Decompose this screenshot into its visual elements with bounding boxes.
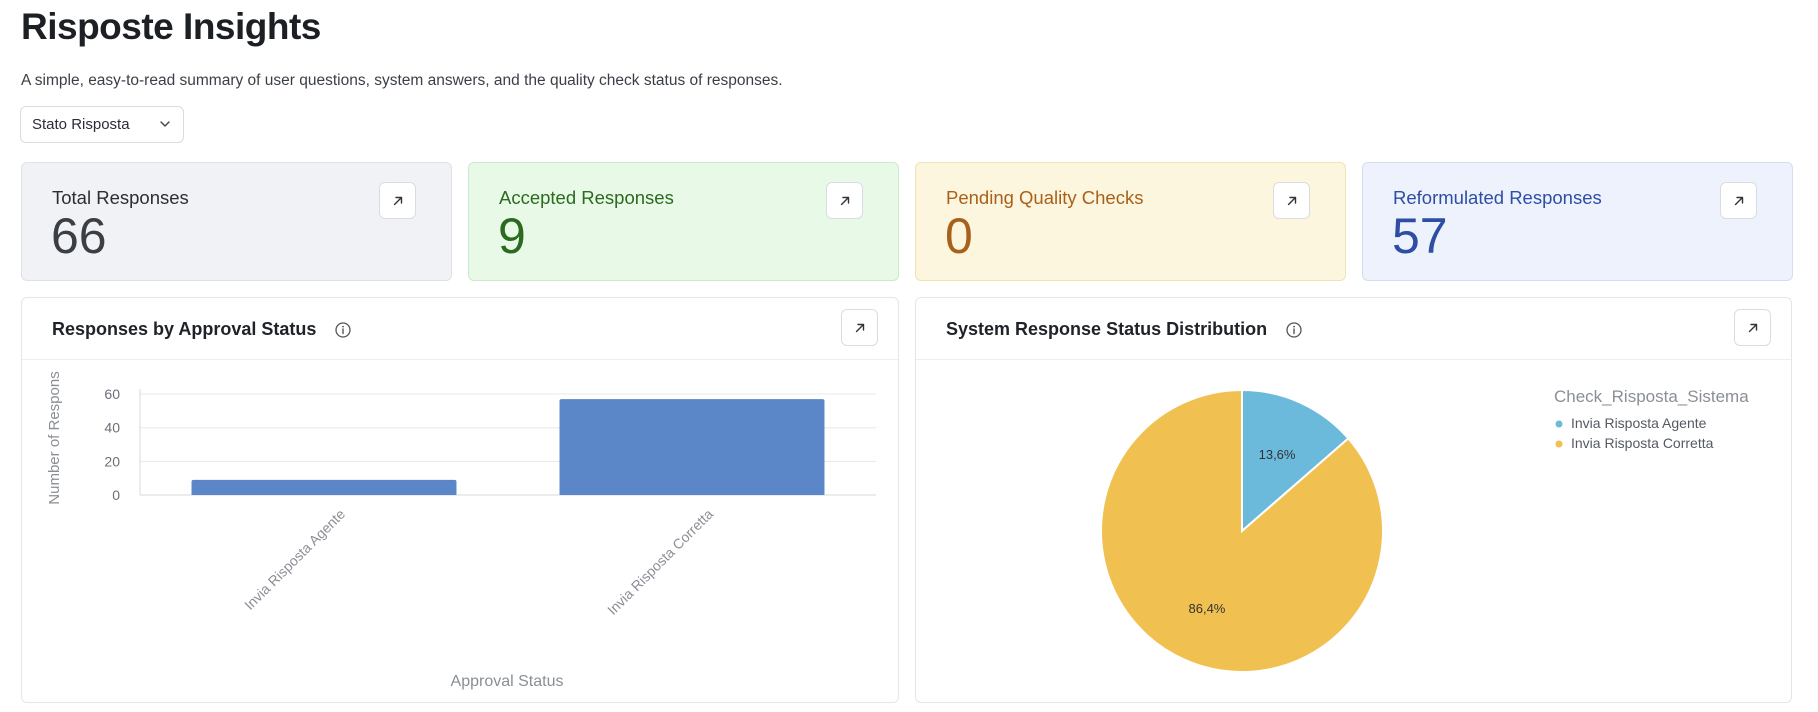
kpi-card-total-responses: Total Responses 66 (21, 162, 452, 281)
arrow-up-right-icon (1748, 323, 1757, 332)
approval-status-chart-panel: Responses by Approval Status 0 20 40 60 Invi… (21, 297, 899, 703)
legend-title: Check_Risposta_Sistema (1554, 387, 1749, 406)
status-filter-label: Stato Risposta (32, 116, 130, 133)
x-tick-label: Invia Risposta Agente (241, 506, 348, 613)
panel-title-text: System Response Status Distribution (946, 319, 1268, 339)
expand-button[interactable] (841, 309, 878, 346)
kpi-value: 66 (51, 208, 107, 264)
legend-item-label[interactable]: Invia Risposta Corretta (1571, 435, 1714, 451)
panel-divider (22, 359, 898, 360)
bar-chart: 0 20 40 60 Invia Risposta Agente Invia Rispos… (46, 371, 876, 690)
legend-swatch (1555, 420, 1563, 428)
legend-swatch (1555, 440, 1563, 448)
kpi-label: Total Responses (52, 187, 189, 208)
kpi-value: 9 (498, 208, 526, 264)
page-subtitle: A simple, easy-to-read summary of user q… (21, 72, 783, 89)
arrow-up-right-icon (1734, 196, 1743, 205)
kpi-label: Pending Quality Checks (946, 187, 1144, 208)
arrow-up-right-icon (855, 323, 864, 332)
y-axis-title: Number of Respons (46, 371, 63, 504)
arrow-up-right-icon (840, 196, 849, 205)
page-title: Risposte Insights (21, 6, 321, 47)
expand-button[interactable] (379, 182, 416, 219)
pie-chart: 13,6% 86,4% Check_Risposta_Sistema Invia Ri… (1100, 387, 1749, 673)
slice-value-label: 13,6% (1259, 447, 1296, 462)
panel-title: Responses by Approval Status (52, 319, 352, 340)
expand-button[interactable] (1273, 182, 1310, 219)
slice-value-label: 86,4% (1189, 601, 1226, 616)
kpi-label: Accepted Responses (499, 187, 674, 208)
arrow-up-right-icon (1287, 196, 1296, 205)
panel-divider (916, 359, 1791, 360)
pie-slice[interactable] (1100, 388, 1384, 673)
y-tick-label: 40 (104, 420, 120, 436)
y-tick-label: 0 (112, 487, 120, 503)
expand-button[interactable] (1734, 309, 1771, 346)
bar[interactable] (191, 479, 457, 495)
legend-item-label[interactable]: Invia Risposta Agente (1571, 415, 1707, 431)
expand-button[interactable] (826, 182, 863, 219)
kpi-card-reformulated-responses: Reformulated Responses 57 (1362, 162, 1793, 281)
kpi-card-pending-quality-checks: Pending Quality Checks 0 (915, 162, 1346, 281)
arrow-up-right-icon (393, 196, 402, 205)
info-icon[interactable] (334, 321, 352, 339)
y-tick-label: 60 (104, 386, 120, 402)
panel-title: System Response Status Distribution (946, 319, 1303, 340)
x-tick-label: Invia Risposta Corretta (604, 506, 716, 618)
info-icon[interactable] (1285, 321, 1303, 339)
response-distribution-chart-panel: System Response Status Distribution 13,6… (915, 297, 1792, 703)
kpi-value: 0 (945, 208, 973, 264)
status-filter-dropdown[interactable]: Stato Risposta (20, 106, 184, 143)
kpi-value: 57 (1392, 208, 1448, 264)
pie-slice[interactable] (1241, 388, 1350, 534)
chevron-down-icon (160, 121, 170, 127)
kpi-card-accepted-responses: Accepted Responses 9 (468, 162, 899, 281)
kpi-label: Reformulated Responses (1393, 187, 1602, 208)
bar[interactable] (559, 399, 825, 495)
x-axis-title: Approval Status (451, 673, 564, 690)
panel-title-text: Responses by Approval Status (52, 319, 317, 339)
y-tick-label: 20 (104, 453, 120, 469)
expand-button[interactable] (1720, 182, 1757, 219)
